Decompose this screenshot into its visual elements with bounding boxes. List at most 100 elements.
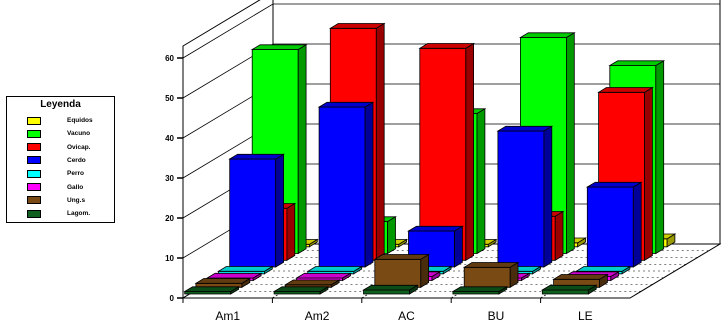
bar-top [496, 125, 554, 132]
bar-front [374, 258, 422, 288]
bar-top [272, 286, 330, 292]
bar [283, 279, 341, 289]
y-axis: 0 10 20 30 40 50 60 [165, 54, 183, 303]
legend-item: Vacuno [27, 128, 90, 139]
legend-label: Ung.s [67, 196, 86, 204]
legend-title: Leyenda [40, 99, 81, 110]
y-tick-label: 50 [165, 94, 174, 103]
x-tick-label: Am2 [305, 309, 330, 323]
bar-top [328, 23, 386, 29]
bar [216, 265, 274, 275]
x-tick-label: LE [578, 309, 593, 323]
y-tick-label: 0 [170, 294, 175, 303]
bar-top [283, 279, 341, 286]
bar-top [194, 278, 252, 284]
bar [373, 253, 431, 289]
bar-front [363, 289, 410, 295]
y-tick-label: 10 [165, 254, 174, 263]
y-tick-label: 30 [165, 174, 174, 183]
bar-front [497, 130, 545, 268]
bar-top [418, 43, 476, 49]
bar [418, 42, 476, 262]
bar-side [387, 216, 396, 255]
bar-top [373, 254, 431, 260]
bar [183, 286, 241, 295]
bar-top [250, 44, 308, 50]
bar-side [655, 60, 665, 255]
y-tick-label: 40 [165, 134, 174, 143]
y-tick-label: 20 [165, 214, 174, 223]
bar [194, 277, 252, 289]
bar-side [364, 101, 374, 268]
legend-swatch [27, 209, 41, 218]
legend-item: Ovicap. [27, 142, 90, 153]
bar-top [462, 262, 520, 268]
bar-side [375, 22, 385, 262]
bar-side [297, 44, 307, 255]
bar-top [597, 87, 654, 93]
bar-top [183, 286, 241, 292]
bar-front [463, 266, 511, 288]
bar-top [205, 272, 263, 279]
bar-top [295, 272, 352, 279]
bar-top [362, 284, 419, 291]
bar-side [632, 181, 642, 268]
legend-swatch [27, 116, 41, 125]
legend-label: Gallo [67, 183, 84, 191]
bar-top [552, 274, 609, 280]
legend-label: Equidos [67, 117, 93, 124]
bar [306, 265, 364, 275]
bar-top [306, 266, 364, 272]
legend-item: Equidos [27, 115, 93, 126]
bar-side [275, 153, 285, 268]
bar [228, 153, 286, 268]
y-tick-label: 60 [165, 54, 174, 63]
gridline [182, 3, 720, 59]
bar [295, 272, 352, 282]
legend-label: Ovicap. [67, 143, 91, 151]
bar-side [644, 86, 653, 262]
bar [540, 284, 598, 295]
bar-top [407, 225, 464, 232]
legend-swatch [27, 129, 41, 138]
bar [451, 286, 509, 295]
bar-top [216, 266, 274, 272]
bar-side [566, 32, 575, 255]
legend-swatch [27, 143, 41, 152]
legend-label: Perro [67, 170, 84, 178]
bar-front [318, 106, 366, 268]
bar-top [228, 153, 286, 160]
x-tick-label: Am1 [215, 309, 240, 323]
legend-swatch [27, 156, 41, 165]
x-tick-label: BU [488, 309, 505, 323]
legend-swatch [27, 169, 41, 178]
bar-top [585, 181, 643, 188]
bar-top [317, 101, 375, 108]
bars [183, 22, 677, 295]
legend-item: Perro [27, 168, 84, 179]
bar-top [518, 32, 576, 38]
legend-swatch [27, 196, 41, 205]
legend-item: Cerdo [27, 155, 86, 166]
bar-top [451, 286, 509, 292]
legend: Leyenda Equidos Vacuno Ovicap. Cerdo Perro Ga… [6, 96, 115, 223]
bar-side [286, 202, 296, 262]
bar-top [540, 284, 598, 291]
bar-side [454, 225, 463, 268]
bar-top [608, 60, 666, 66]
bar [496, 125, 554, 268]
bar-side [554, 210, 564, 262]
legend-label: Vacuno [67, 130, 91, 138]
bar-top [574, 266, 632, 272]
legend-swatch [27, 183, 41, 191]
bar [585, 181, 643, 268]
bar-front [586, 186, 634, 268]
bar-front [229, 158, 277, 268]
legend-item: Gallo [27, 182, 83, 193]
legend-label: Cerdo [67, 156, 86, 164]
bar [317, 101, 375, 268]
x-tick-label: AC [398, 309, 415, 323]
bar-side [465, 42, 475, 262]
bar-front [541, 289, 589, 295]
